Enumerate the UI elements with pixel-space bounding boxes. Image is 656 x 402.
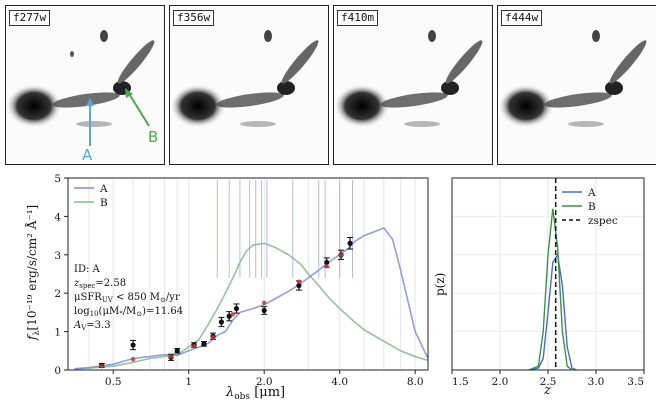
sed-photometry-point xyxy=(226,313,232,319)
sed-photometry-point xyxy=(347,240,353,246)
sed-series xyxy=(74,180,429,370)
sed-ytick-label: 3 xyxy=(54,250,61,262)
sed-xtick-label: 1 xyxy=(185,376,192,388)
galaxy-image xyxy=(170,30,319,128)
sed-photometry-point xyxy=(201,341,207,347)
galaxy-image xyxy=(498,30,647,128)
filter-label: f410m xyxy=(337,10,379,26)
galaxy-image: A B xyxy=(6,30,158,164)
sed-ytick-label: 1 xyxy=(54,327,61,339)
sed-model-point xyxy=(230,312,236,317)
filter-label: f356w xyxy=(173,10,215,26)
sed-photometry-point xyxy=(174,348,180,354)
arrow-b xyxy=(127,91,150,127)
legend-b: B xyxy=(100,197,108,209)
sed-ticks: 0.5 1 2.0 4.0 8.0 0 1 2 3 4 5 xyxy=(54,173,423,388)
sed-ytick-label: 0 xyxy=(54,365,61,377)
sed-xtick-label: 8.0 xyxy=(407,376,424,388)
sed-photometry-point xyxy=(233,305,240,312)
sed-model-point xyxy=(296,279,302,284)
sed-model-point xyxy=(99,363,104,369)
sed-photometry-point xyxy=(218,319,225,325)
sed-ytick-label: 2 xyxy=(54,288,61,300)
image-panel-f356w: f356w xyxy=(169,5,329,165)
sed-photometry-point xyxy=(324,259,330,266)
sed-xtick-label: 4.0 xyxy=(331,376,348,388)
sed-model-point xyxy=(191,343,197,349)
sed-photometry-point xyxy=(296,282,302,289)
sed-ytick-label: 4 xyxy=(54,211,61,223)
sed-xlabel: λobs [μm] xyxy=(225,385,285,402)
sed-photometry xyxy=(98,237,354,369)
image-panel-f277w: A B f277w xyxy=(5,5,165,165)
image-panel-f410m: f410m xyxy=(333,5,493,165)
sed-grid xyxy=(88,178,416,370)
info-av: AV=3.3 xyxy=(73,320,111,332)
sed-model-point xyxy=(130,357,136,362)
filter-label: f444w xyxy=(501,10,543,26)
label-a: A xyxy=(82,146,93,164)
sed-model-point xyxy=(338,252,344,257)
info-zspec: zspec=2.58 xyxy=(73,278,126,290)
sed-xtick-label: 2.0 xyxy=(256,376,273,388)
image-panel-f444w: f444w xyxy=(497,5,656,165)
sed-photometry-point xyxy=(261,307,267,314)
galaxy-image xyxy=(334,30,483,128)
sed-legend: A B xyxy=(74,183,108,209)
legend-a: A xyxy=(99,183,108,195)
sed-ylabel: fλ[10⁻¹⁹ erg/s/cm² Å⁻¹] xyxy=(24,205,41,341)
sed-info: ID: A zspec=2.58 μSFRUV < 850 M⊙/yr log1… xyxy=(73,264,183,332)
filter-label: f277w xyxy=(9,10,51,26)
sed-series-A xyxy=(74,226,429,370)
sed-model-point xyxy=(210,335,216,340)
sed-xtick-label: 0.5 xyxy=(105,376,122,388)
sed-model-point xyxy=(324,264,329,269)
sed-model-point xyxy=(168,354,174,359)
sed-ytick-label: 5 xyxy=(54,173,61,185)
label-b: B xyxy=(148,128,158,146)
sed-photometry-point xyxy=(130,342,136,348)
info-id: ID: A xyxy=(74,264,101,275)
info-sfr: μSFRUV < 850 M⊙/yr xyxy=(74,292,180,304)
info-mass: log10(μM*/M⊙)=11.64 xyxy=(74,306,183,318)
sed-frame xyxy=(67,177,429,371)
sed-model-point xyxy=(262,300,267,305)
